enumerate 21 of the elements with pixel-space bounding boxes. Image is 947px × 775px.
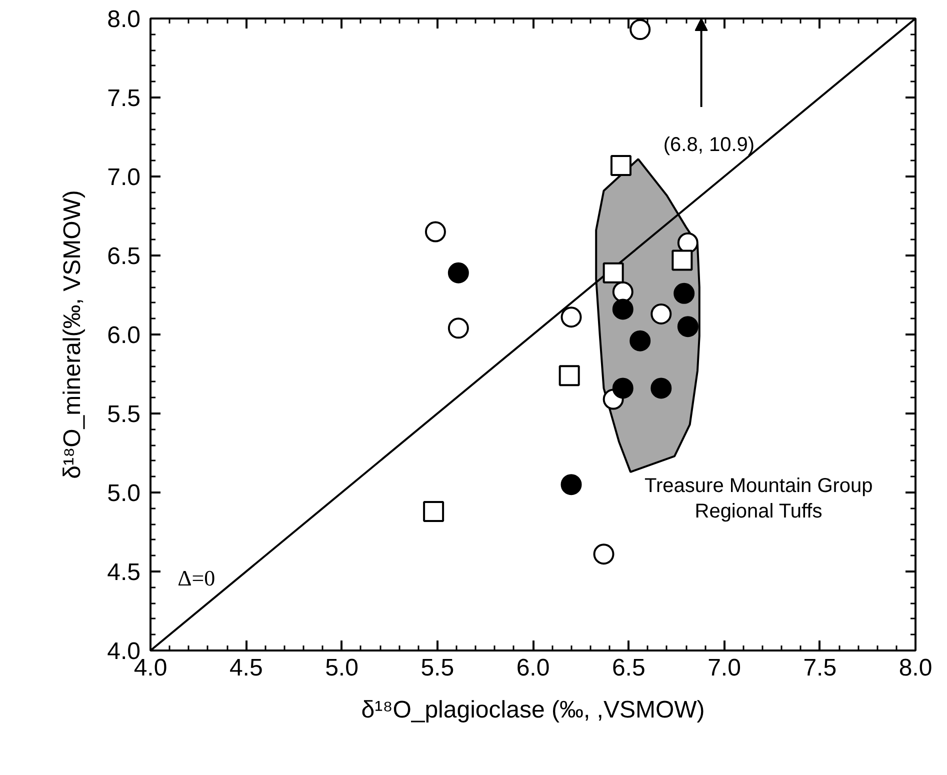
x-tick-label: 6.5 — [612, 654, 646, 682]
y-tick-label: 5.5 — [107, 401, 141, 428]
y-tick-label: 6.0 — [107, 322, 141, 349]
y-tick-label: 4.5 — [107, 559, 141, 586]
y-axis-title: δ¹⁸O_mineral(‰, VSMOW) — [59, 190, 86, 479]
annotation: (6.8, 10.9) — [663, 134, 755, 156]
x-tick-label: 5.0 — [325, 654, 358, 682]
annotation: Δ=0 — [178, 565, 216, 590]
y-tick-label: 8.0 — [107, 6, 141, 33]
y-tick-label: 5.0 — [107, 480, 141, 507]
x-tick-label: 7.0 — [708, 654, 741, 682]
x-tick-label: 5.5 — [420, 654, 454, 682]
y-tick-label: 7.5 — [107, 85, 141, 112]
y-tick-label: 7.0 — [107, 164, 141, 191]
x-axis-title: δ¹⁸O_plagioclase (‰, ,VSMOW) — [361, 696, 705, 724]
x-tick-label: 6.0 — [516, 654, 550, 682]
x-tick-label: 7.5 — [803, 654, 837, 682]
y-tick-label: 6.5 — [107, 243, 141, 270]
x-tick-label: 4.5 — [229, 654, 263, 682]
x-tick-label: 8.0 — [898, 654, 932, 682]
annotation: Treasure Mountain Group Regional Tuffs — [644, 475, 873, 522]
